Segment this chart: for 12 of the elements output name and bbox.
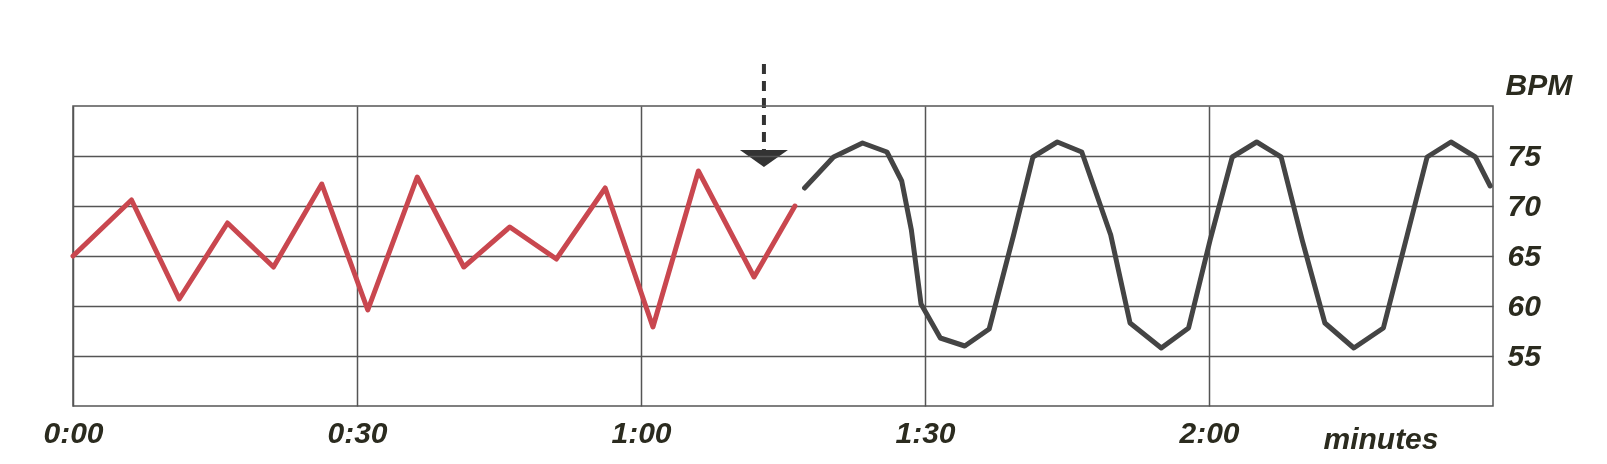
y-tick-label: 75 (1507, 138, 1543, 172)
x-tick-label: 0:00 (43, 415, 104, 449)
x-tick-label: 1:30 (895, 415, 956, 449)
y-tick-label: 65 (1507, 238, 1543, 272)
x-tick-label: 1:00 (611, 415, 672, 449)
y-tick-label: 60 (1507, 288, 1542, 322)
y-axis-title: BPM (1505, 67, 1574, 101)
x-tick-label: 2:00 (1178, 415, 1240, 449)
x-axis-title: minutes (1323, 421, 1439, 455)
y-tick-label: 55 (1507, 338, 1543, 372)
x-tick-label: 0:30 (327, 415, 388, 449)
y-tick-label: 70 (1507, 188, 1542, 222)
